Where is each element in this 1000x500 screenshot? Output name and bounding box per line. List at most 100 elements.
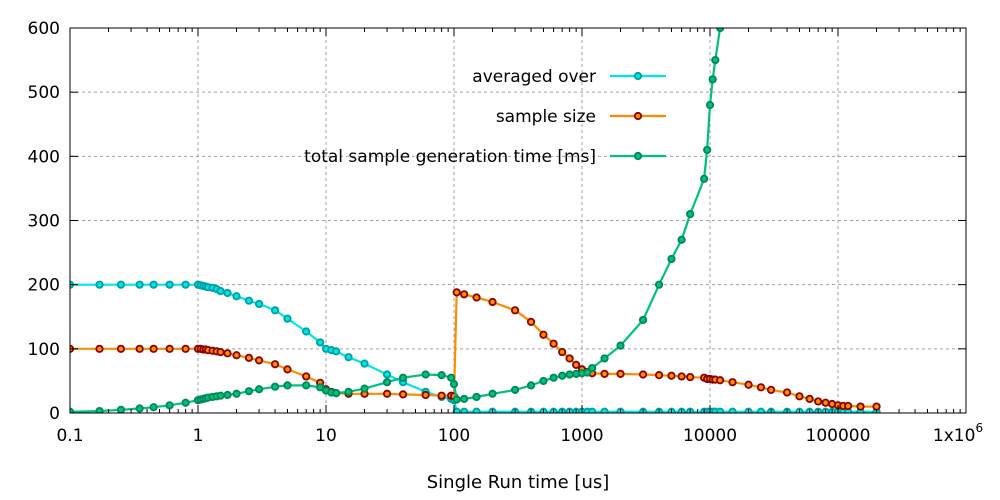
data-point <box>360 384 369 393</box>
data-point <box>254 356 264 365</box>
data-point <box>283 381 292 390</box>
data-point <box>244 353 254 362</box>
data-point <box>572 360 581 369</box>
data-point <box>654 371 664 380</box>
data-point <box>449 380 459 389</box>
data-point <box>814 397 823 406</box>
x-tick-label: 1000 <box>560 426 603 446</box>
data-point <box>270 382 280 391</box>
data-point <box>821 398 830 407</box>
data-point <box>600 369 609 378</box>
data-point <box>766 385 776 394</box>
data-point <box>316 338 325 347</box>
data-point <box>283 314 292 323</box>
data-point <box>360 359 369 368</box>
data-point <box>270 360 280 369</box>
data-point <box>654 280 664 289</box>
data-point <box>856 402 865 411</box>
data-point <box>703 145 712 155</box>
data-point <box>677 235 686 244</box>
data-point <box>539 376 548 386</box>
data-point <box>558 371 567 380</box>
x-tick-label: 100 <box>438 426 470 446</box>
y-tick-label: 0 <box>49 404 60 424</box>
data-point <box>254 299 264 309</box>
y-tick-label: 200 <box>28 276 60 296</box>
series-3 <box>70 28 725 413</box>
data-point <box>588 363 597 373</box>
data-point <box>149 280 158 289</box>
data-point <box>270 306 280 315</box>
data-point <box>539 330 548 339</box>
data-point <box>223 390 232 400</box>
data-point <box>452 288 461 297</box>
data-point <box>616 369 625 378</box>
data-point <box>447 373 456 382</box>
data-point <box>565 354 574 363</box>
data-point <box>708 75 717 84</box>
data-point <box>488 297 497 307</box>
y-tick-label: 400 <box>28 147 60 167</box>
data-point <box>782 388 792 397</box>
data-point <box>488 389 497 398</box>
data-point <box>232 389 241 398</box>
data-point <box>181 280 190 289</box>
data-point <box>756 407 766 413</box>
data-point <box>549 339 558 348</box>
data-point <box>744 380 753 389</box>
x-tick-label: 10000 <box>683 426 737 446</box>
data-point <box>302 327 311 336</box>
data-point <box>805 394 814 403</box>
data-point <box>165 344 174 353</box>
axis-ticks: 0.1 1 10 100 1000 10000 100000 1x106 0 100 200 300 4… <box>28 19 984 446</box>
data-point <box>165 280 174 289</box>
data-point <box>558 347 567 357</box>
data-point <box>795 392 804 401</box>
data-point <box>344 387 353 396</box>
data-point <box>95 280 104 289</box>
data-point <box>332 389 341 398</box>
data-point <box>667 371 676 380</box>
data-point <box>181 344 190 353</box>
x-tick-label: 0.1 <box>56 426 83 446</box>
data-point <box>460 290 469 299</box>
x-tick-label: 1 <box>193 426 204 446</box>
data-point <box>283 365 292 374</box>
data-point <box>756 383 766 392</box>
data-point <box>165 401 174 410</box>
data-point <box>549 373 558 382</box>
data-point <box>398 373 408 382</box>
data-point <box>616 341 625 350</box>
data-point <box>149 344 158 353</box>
data-point <box>95 406 104 413</box>
legend: averaged over sample size total sample gen… <box>304 67 666 167</box>
data-point <box>382 370 392 379</box>
data-point <box>216 347 225 357</box>
data-point <box>526 317 536 326</box>
data-point <box>135 404 144 413</box>
data-point <box>667 254 676 264</box>
data-point <box>844 401 853 411</box>
data-point <box>452 395 461 404</box>
data-point <box>728 378 737 387</box>
data-point <box>638 315 648 325</box>
data-point <box>398 390 408 399</box>
x-tick-label: 1x106 <box>933 421 983 446</box>
y-tick-label: 100 <box>28 340 60 360</box>
x-tick-label: 10 <box>315 426 337 446</box>
data-point <box>181 398 190 407</box>
legend-marker <box>633 71 643 81</box>
data-point <box>600 407 609 413</box>
data-point <box>700 174 709 183</box>
data-point <box>223 288 232 298</box>
data-point <box>223 349 232 358</box>
x-axis-label: Single Run time [us] <box>427 472 610 493</box>
data-point <box>135 280 144 289</box>
data-point <box>216 286 225 296</box>
data-point <box>344 353 353 362</box>
data-point <box>583 368 592 377</box>
y-tick-label: 500 <box>28 83 60 103</box>
data-point <box>116 344 126 353</box>
data-point <box>711 55 720 65</box>
